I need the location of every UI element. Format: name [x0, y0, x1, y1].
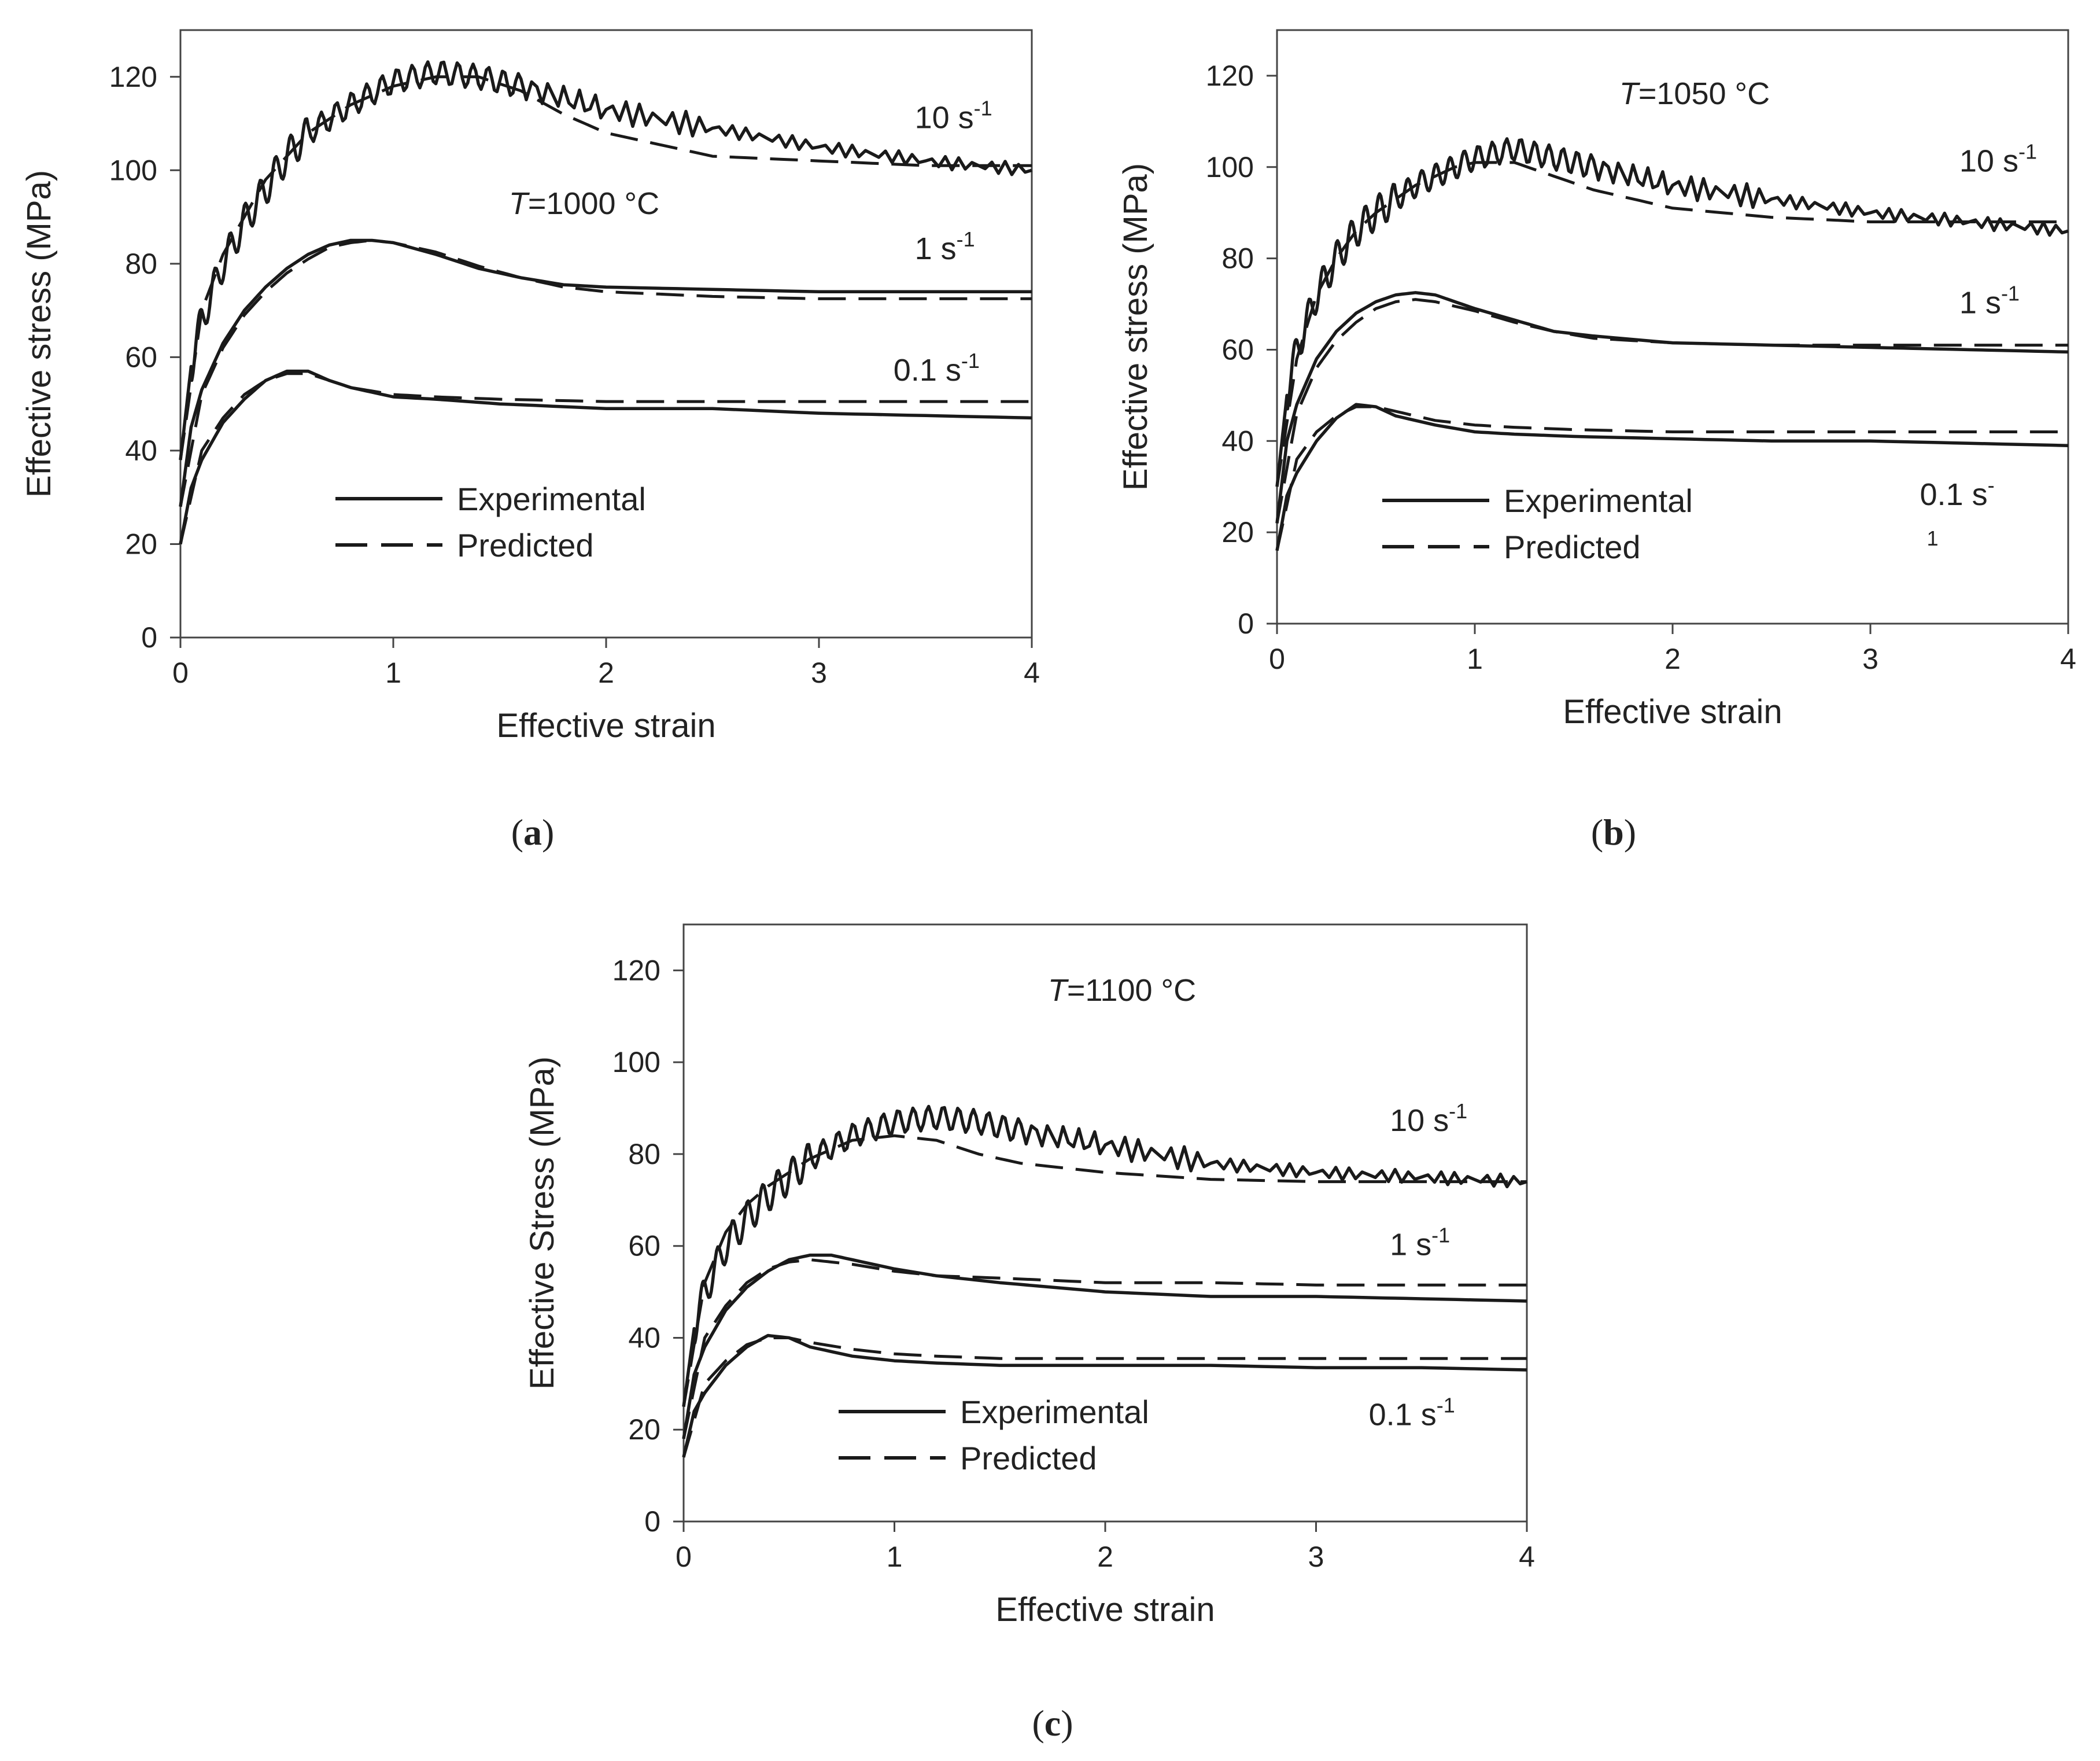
x-axis-title: Effective strain — [995, 1591, 1215, 1629]
panel-label: (a) — [511, 812, 555, 853]
y-tick-label: 80 — [628, 1138, 660, 1170]
rate-label-2: 0.1 s- — [1920, 473, 1995, 512]
panel-title: T=1050 °C — [1619, 76, 1770, 111]
x-tick-label: 2 — [598, 657, 614, 689]
x-tick-label: 3 — [811, 657, 827, 689]
y-tick-label: 60 — [125, 341, 157, 373]
x-axis-title: Effective strain — [496, 707, 715, 745]
x-tick-label: 1 — [887, 1541, 903, 1573]
x-tick-label: 1 — [385, 657, 401, 689]
panel-title: T=1000 °C — [509, 186, 659, 221]
y-tick-label: 0 — [141, 621, 157, 654]
x-axis-title: Effective strain — [1563, 693, 1782, 731]
y-tick-label: 80 — [125, 248, 157, 280]
series-line-2 — [682, 1253, 1527, 1439]
legend-label: Predicted — [960, 1440, 1097, 1476]
x-tick-label: 0 — [1269, 643, 1285, 675]
x-tick-label: 1 — [1467, 643, 1483, 675]
y-tick-label: 0 — [1238, 607, 1254, 640]
legend-label: Experimental — [960, 1394, 1149, 1430]
series-line-2 — [179, 238, 1032, 507]
y-tick-label: 40 — [628, 1321, 660, 1354]
y-tick-label: 0 — [644, 1505, 660, 1538]
series-line-4 — [682, 1333, 1527, 1458]
y-tick-label: 20 — [628, 1413, 660, 1446]
x-tick-label: 3 — [1308, 1541, 1324, 1573]
x-tick-label: 4 — [1024, 657, 1040, 689]
rate-label-2: 0.1 s-1 — [894, 349, 980, 388]
panel-label: (c) — [1032, 1703, 1073, 1744]
series-line-3 — [682, 1258, 1527, 1439]
y-axis-title: Effective Stress (MPa) — [523, 1056, 561, 1390]
y-tick-label: 60 — [1221, 333, 1254, 366]
y-axis-title: Effective stress (MPa) — [20, 170, 58, 498]
series-line-4 — [1275, 403, 2069, 551]
series-line-1 — [1275, 161, 2068, 487]
panel-label: (b) — [1591, 812, 1636, 853]
series-line-5 — [179, 372, 1032, 545]
rate-label-1: 1 s-1 — [1959, 281, 2020, 320]
x-tick-label: 0 — [172, 657, 189, 689]
rate-label-0: 10 s-1 — [915, 97, 992, 135]
series-line-0 — [682, 1104, 1527, 1407]
series-line-5 — [682, 1336, 1527, 1458]
y-tick-label: 100 — [109, 154, 157, 186]
rate-label-wrap: 1 — [1927, 526, 1939, 550]
y-tick-label: 40 — [1221, 425, 1254, 457]
rate-label-1: 1 s-1 — [915, 227, 975, 266]
series-line-1 — [179, 75, 1032, 460]
x-tick-label: 0 — [676, 1541, 692, 1573]
x-tick-label: 4 — [2060, 643, 2076, 675]
y-tick-label: 120 — [612, 954, 660, 986]
x-tick-label: 2 — [1097, 1541, 1113, 1573]
y-tick-label: 120 — [1206, 60, 1254, 92]
y-tick-label: 20 — [125, 528, 157, 560]
y-tick-label: 120 — [109, 61, 157, 93]
x-tick-label: 3 — [1862, 643, 1878, 675]
y-tick-label: 40 — [125, 434, 157, 467]
y-tick-label: 100 — [612, 1046, 660, 1078]
y-tick-label: 60 — [628, 1230, 660, 1262]
y-axis-title: Effective stress (MPa) — [1117, 163, 1154, 491]
series-line-1 — [682, 1134, 1527, 1407]
y-tick-label: 100 — [1206, 151, 1254, 183]
rate-label-1: 1 s-1 — [1390, 1224, 1450, 1262]
legend-label: Predicted — [457, 527, 594, 563]
legend-label: Experimental — [457, 481, 646, 517]
series-line-0 — [179, 60, 1032, 460]
x-tick-label: 2 — [1665, 643, 1681, 675]
series-line-5 — [1275, 405, 2068, 551]
series-line-3 — [1275, 298, 2068, 524]
x-tick-label: 4 — [1519, 1541, 1535, 1573]
rate-label-0: 10 s-1 — [1959, 140, 2037, 179]
series-line-0 — [1275, 137, 2069, 487]
series-line-4 — [179, 369, 1032, 545]
rate-label-2: 0.1 s-1 — [1369, 1393, 1455, 1432]
legend-label: Experimental — [1504, 482, 1693, 519]
plot-frame — [1276, 29, 2069, 625]
panel-title: T=1100 °C — [1048, 973, 1196, 1008]
legend-label: Predicted — [1504, 529, 1641, 565]
series-line-3 — [179, 239, 1032, 507]
y-tick-label: 80 — [1221, 242, 1254, 275]
y-tick-label: 20 — [1221, 516, 1254, 548]
rate-label-0: 10 s-1 — [1390, 1099, 1467, 1138]
